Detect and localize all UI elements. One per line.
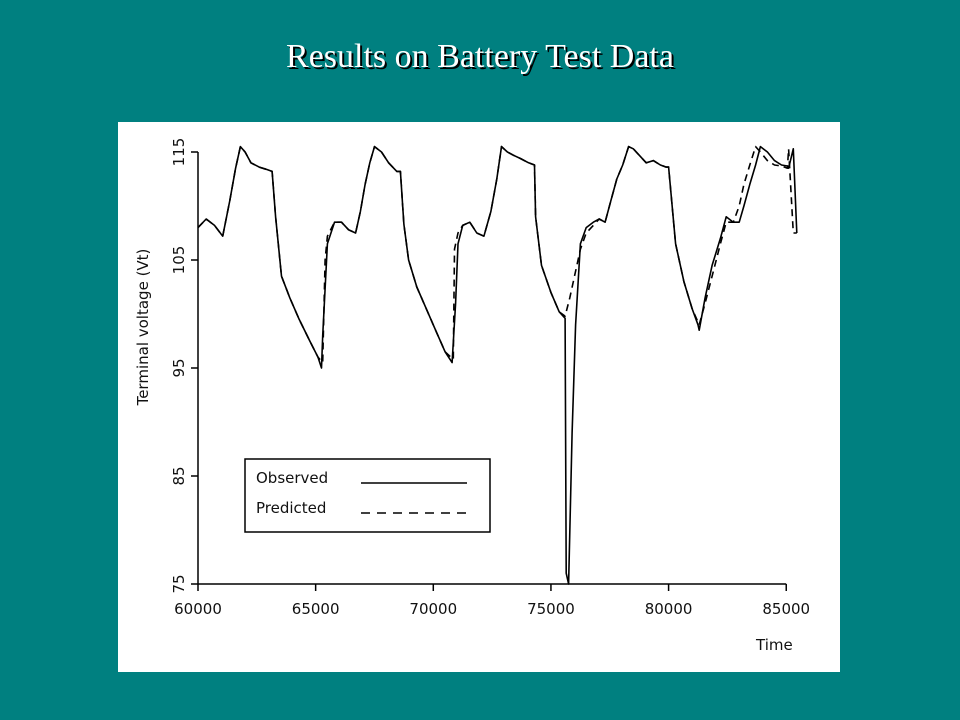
x-tick-label: 75000 [527, 600, 575, 618]
y-tick-label: 115 [170, 138, 188, 167]
legend-label-predicted: Predicted [256, 499, 326, 517]
slide-title: Results on Battery Test Data [286, 38, 674, 75]
axes-layer: 60000 65000 70000 75000 80000 85000 75 85 95 105 1… [170, 138, 810, 618]
x-tick-label: 70000 [409, 600, 457, 618]
legend-box [244, 458, 491, 533]
y-tick-label: 85 [170, 466, 188, 485]
series-line-predicted [197, 145, 797, 364]
y-axis-label: Terminal voltage (Vt) [134, 249, 152, 407]
series-layer [197, 145, 798, 585]
x-tick-label: 60000 [174, 600, 222, 618]
y-tick-label: 95 [170, 358, 188, 377]
y-tick-label: 75 [170, 574, 188, 593]
x-tick-label: 85000 [762, 600, 810, 618]
legend-label-observed: Observed [256, 469, 328, 487]
chart-panel: 60000 65000 70000 75000 80000 85000 75 85 95 105 1… [118, 122, 840, 672]
x-tick-label: 80000 [645, 600, 693, 618]
x-axis-label: Time [755, 636, 793, 654]
battery-voltage-chart: 60000 65000 70000 75000 80000 85000 75 85 95 105 1… [134, 138, 810, 654]
legend: Observed Predicted [244, 458, 491, 533]
y-tick-label: 105 [170, 246, 188, 275]
x-tick-label: 65000 [292, 600, 340, 618]
